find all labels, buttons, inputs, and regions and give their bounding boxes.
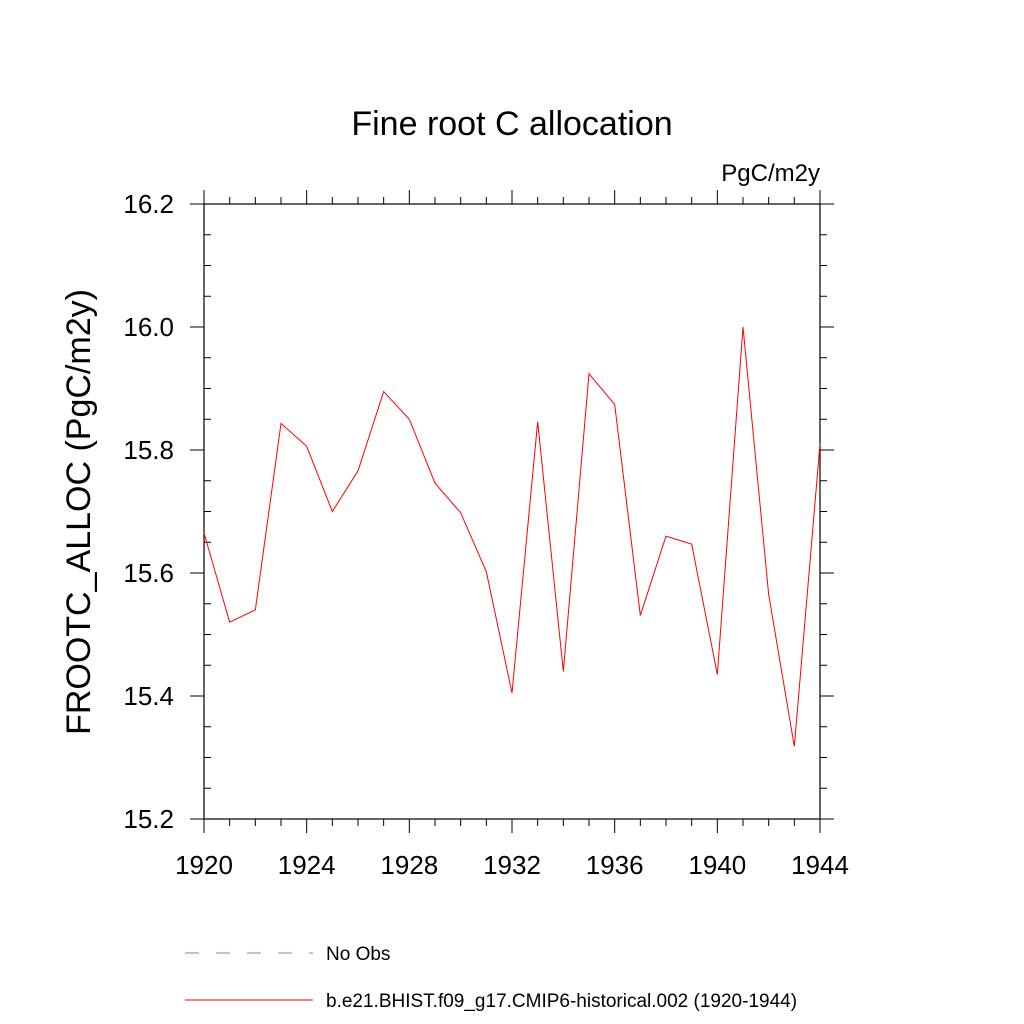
- y-axis-label: FROOTC_ALLOC (PgC/m2y): [60, 289, 98, 735]
- x-tick-label: 1928: [380, 850, 438, 880]
- plot-frame: [203, 203, 821, 820]
- y-tick-label: 15.4: [123, 681, 174, 711]
- units-label: PgC/m2y: [721, 160, 820, 187]
- x-tick-label: 1944: [791, 850, 849, 880]
- plot-area: 1920 1924 1928 1932 1936 1940 1944 15.2 15.4 15.6…: [123, 189, 849, 880]
- chart-title: Fine root C allocation: [351, 105, 672, 143]
- x-tick-label: 1936: [586, 850, 644, 880]
- y-tick-label: 16.0: [123, 312, 174, 342]
- legend-label-model-run: b.e21.BHIST.f09_g17.CMIP6-historical.002…: [326, 991, 797, 1012]
- series-line-1: [203, 326, 821, 747]
- y-tick-label: 15.8: [123, 435, 174, 465]
- x-tick-label: 1940: [688, 850, 746, 880]
- legend: No Obs b.e21.BHIST.f09_g17.CMIP6-histori…: [185, 944, 797, 1012]
- x-tick-label: 1932: [483, 850, 541, 880]
- y-tick-label: 15.2: [123, 804, 174, 834]
- x-tick-label: 1924: [278, 850, 336, 880]
- x-tick-label: 1920: [175, 850, 233, 880]
- y-tick-label: 16.2: [123, 189, 174, 219]
- legend-label-no-obs: No Obs: [326, 944, 390, 965]
- y-tick-label: 15.6: [123, 558, 174, 588]
